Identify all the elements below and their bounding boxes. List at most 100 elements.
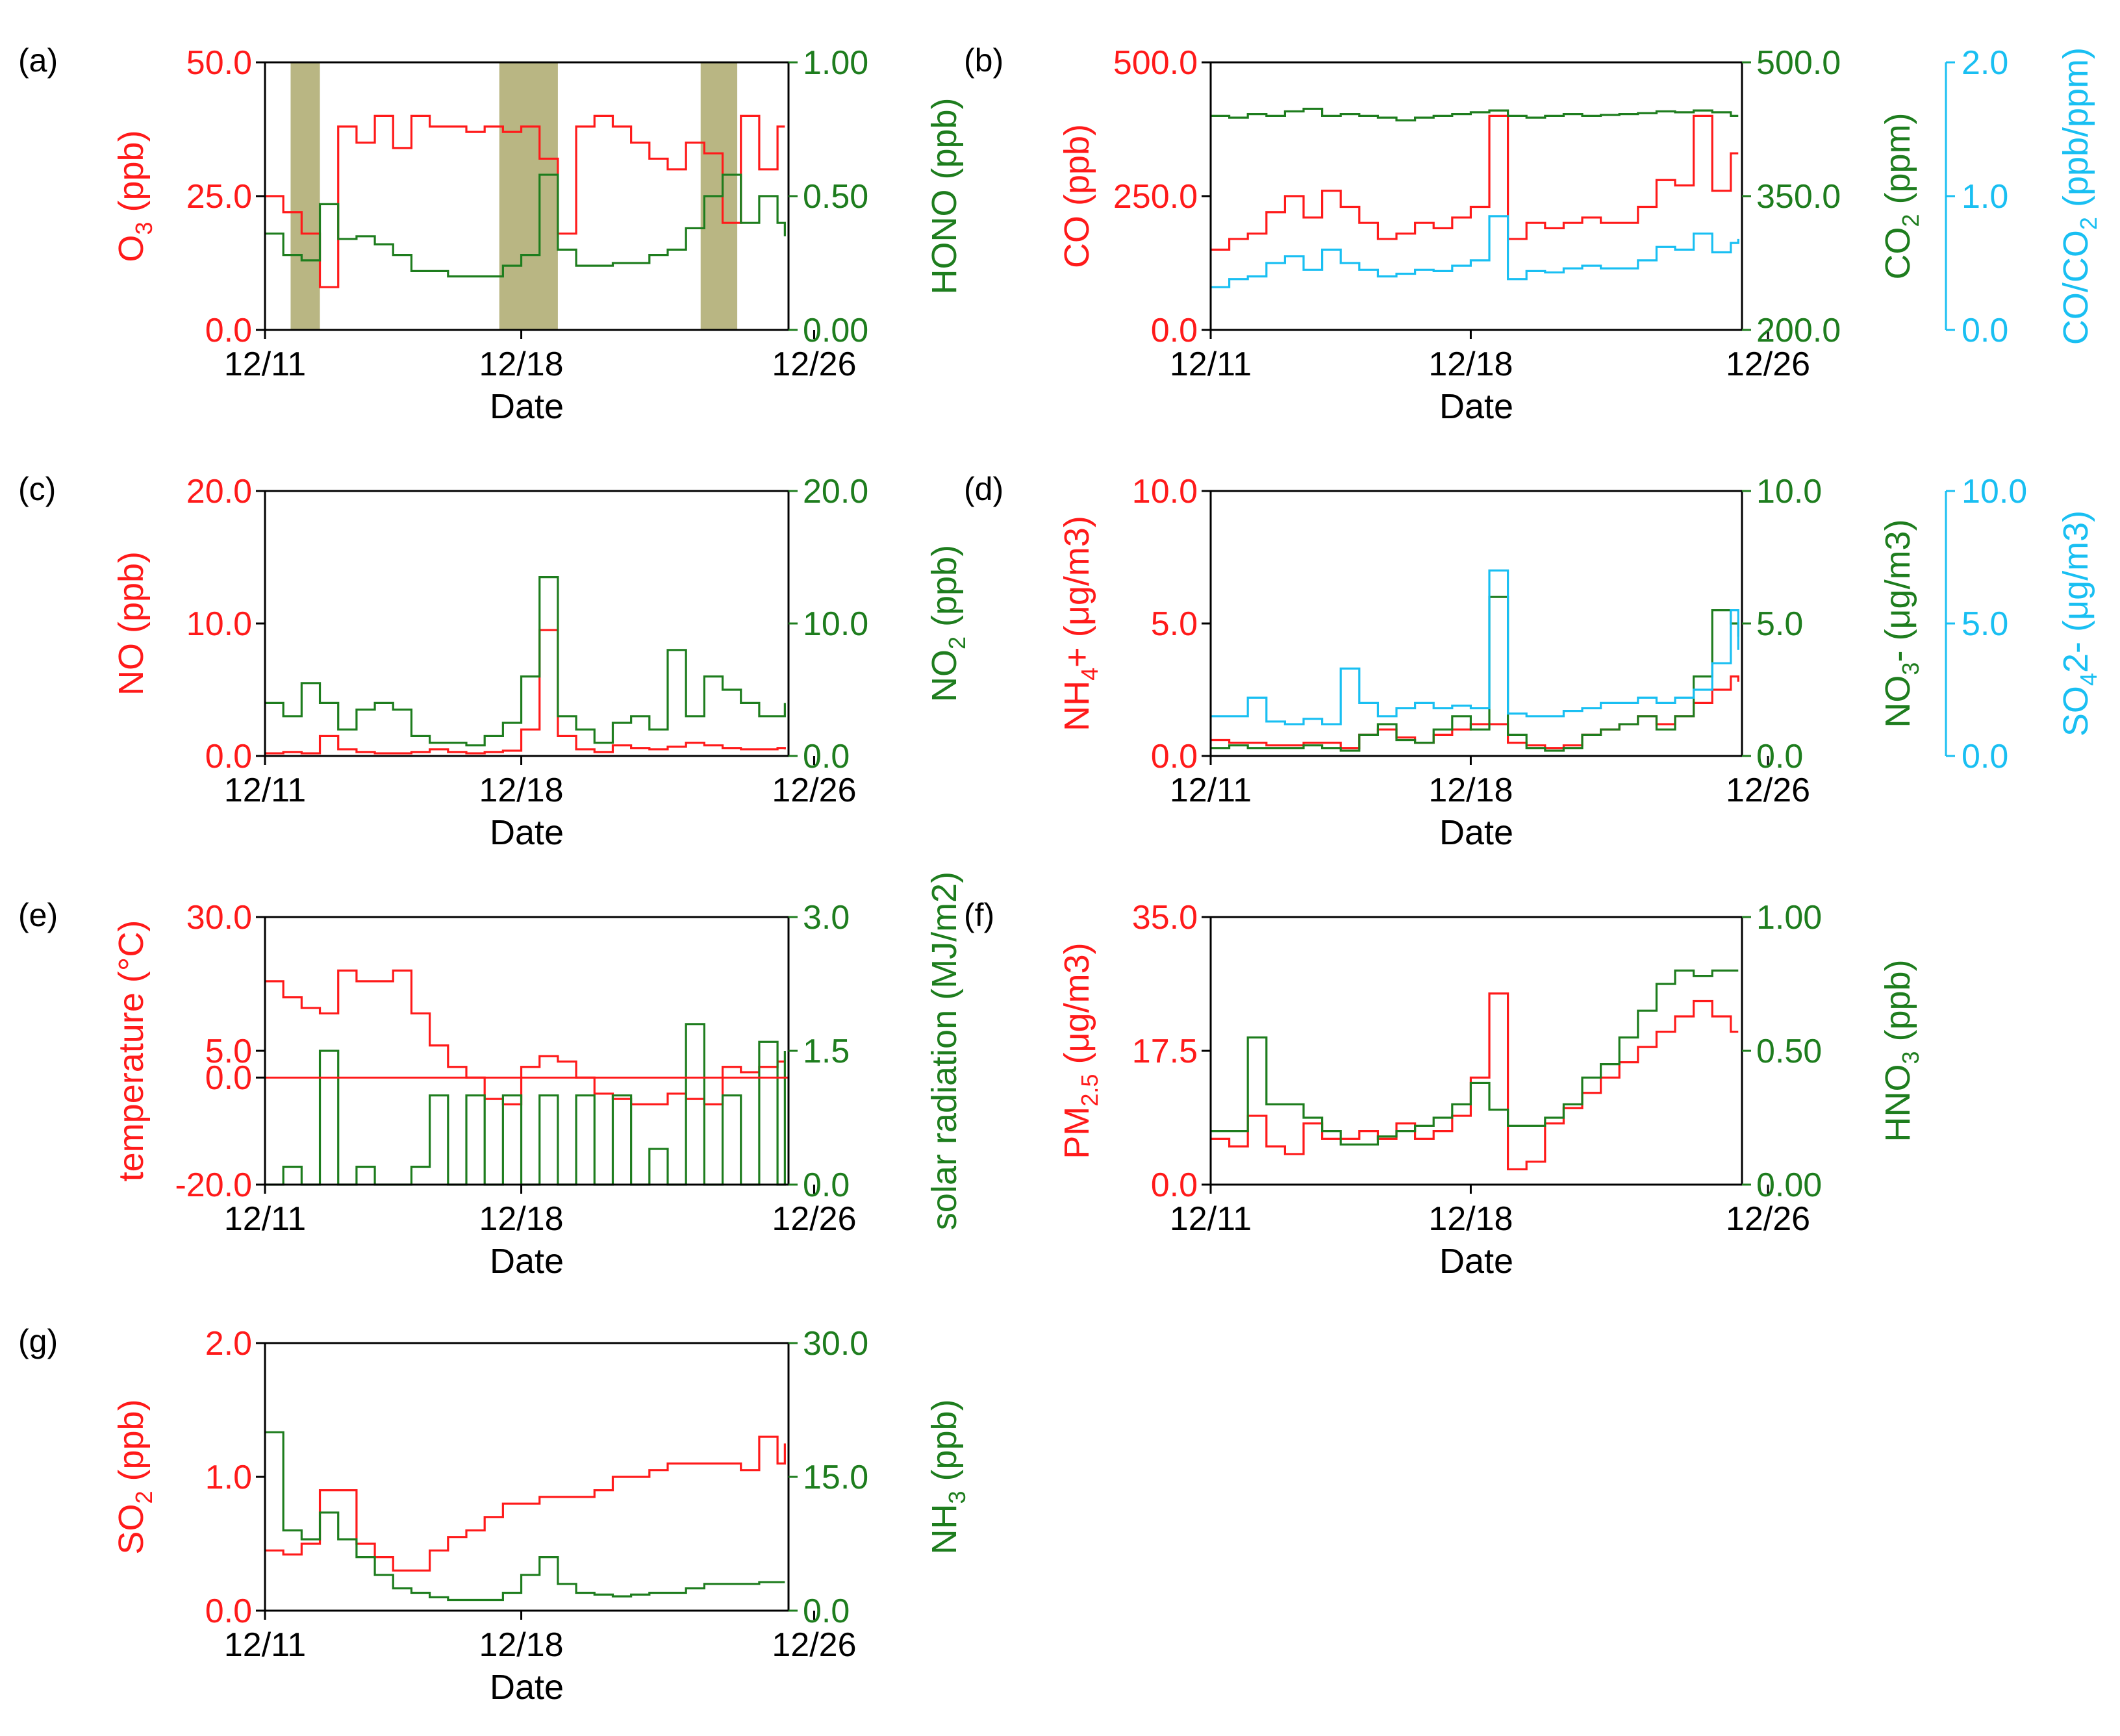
series-line-so2 bbox=[265, 1435, 786, 1572]
y-axis-title-sub: 2 bbox=[1897, 214, 1924, 227]
y-axis-title-main: NO (ppb) bbox=[112, 551, 151, 696]
y-axis-title-tail: (ppb) bbox=[112, 1399, 151, 1491]
y-axis-title-tail: (ppb/ppm) bbox=[2056, 47, 2095, 217]
x-tick-label: 12/18 bbox=[479, 346, 563, 383]
series-line-hono bbox=[265, 173, 786, 278]
y-axis-title-main: temperature (°C) bbox=[112, 920, 151, 1182]
series-line-co2 bbox=[1211, 107, 1739, 121]
x-tick-label: 12/18 bbox=[479, 772, 563, 809]
panel-label: (d) bbox=[964, 471, 1003, 507]
y-tick-label: 0.0 bbox=[205, 738, 252, 775]
series-line-nh3 bbox=[265, 1431, 785, 1602]
x-axis-title: Date bbox=[1439, 387, 1513, 426]
y-axis-title-main: NH bbox=[1057, 681, 1096, 731]
y-tick-label: 0.0 bbox=[205, 1059, 252, 1097]
y-tick-label: 10.0 bbox=[1756, 473, 1822, 510]
x-tick-label: 12/26 bbox=[772, 1626, 856, 1664]
shaded-span bbox=[290, 62, 320, 330]
y-tick-label: 0.0 bbox=[1962, 738, 2008, 775]
y-tick-label: 0.0 bbox=[803, 738, 850, 775]
y-tick-label: 0.0 bbox=[205, 312, 252, 349]
x-tick-label: 12/18 bbox=[1428, 1200, 1513, 1238]
x-axis-title: Date bbox=[1439, 813, 1513, 852]
y-axis-title-tail: 2) bbox=[925, 872, 964, 903]
series-line-no2 bbox=[265, 576, 786, 747]
y-tick-label: 2.0 bbox=[205, 1325, 252, 1363]
y-axis-title-red: NO (ppb) bbox=[112, 551, 151, 696]
y-axis-title-main: NH bbox=[925, 1504, 964, 1555]
y-axis-title-sub: 3 bbox=[944, 1491, 970, 1504]
y-tick-label: 500.0 bbox=[1113, 44, 1198, 82]
y-axis-title-sub: 3 bbox=[1897, 1051, 1924, 1064]
y-tick-label: 1.00 bbox=[803, 44, 868, 82]
y-tick-label: 0.0 bbox=[1151, 312, 1198, 349]
y-axis-title-cyan: SO42- (μg/m3) bbox=[2056, 510, 2102, 736]
y-axis-title-red: NH4+ (μg/m3) bbox=[1057, 516, 1103, 731]
y-tick-label: 3.0 bbox=[803, 899, 850, 937]
y-tick-label: 17.5 bbox=[1132, 1033, 1198, 1070]
x-tick-label: 12/26 bbox=[1726, 346, 1810, 383]
series-line-co-co2 bbox=[1211, 215, 1739, 288]
series-line-co bbox=[1211, 114, 1739, 251]
series-line-hno3 bbox=[1211, 969, 1739, 1146]
y-tick-label: 0.0 bbox=[205, 1592, 252, 1630]
y-tick-label: 0.50 bbox=[803, 178, 868, 216]
y-tick-label: 1.5 bbox=[803, 1033, 850, 1070]
y-axis-title-green: NH3 (ppb) bbox=[925, 1399, 970, 1554]
y-tick-label: 0.0 bbox=[803, 1166, 850, 1204]
y-axis-title-tail: (ppb) bbox=[1878, 959, 1917, 1051]
y-tick-label: 10.0 bbox=[1132, 473, 1198, 510]
x-axis-title: Date bbox=[490, 813, 564, 852]
y-axis-title-main: HNO bbox=[1878, 1064, 1917, 1142]
y-axis-title-green: HONO (ppb) bbox=[925, 97, 964, 294]
panel-b: (b) 12/11 12/18 12/26 Date 0.0 250.0 500.0 CO (p… bbox=[964, 42, 2102, 426]
series-line-so42- bbox=[1211, 569, 1739, 725]
y-tick-label: 0.0 bbox=[1962, 312, 2008, 349]
y-tick-label: 30.0 bbox=[803, 1325, 868, 1363]
panel-label: (e) bbox=[18, 897, 58, 933]
y-tick-label: 0.0 bbox=[1756, 738, 1803, 775]
y-axis-title-main: CO bbox=[1878, 227, 1917, 280]
y-tick-label: 25.0 bbox=[186, 178, 252, 216]
y-tick-label: 5.0 bbox=[205, 1033, 252, 1070]
x-tick-label: 12/18 bbox=[479, 1626, 563, 1664]
x-tick-label: 12/11 bbox=[224, 346, 306, 383]
y-axis-title-sub: 3 bbox=[131, 222, 157, 235]
panel-label: (a) bbox=[18, 42, 58, 79]
y-axis-title-green: solar radiation (MJ/m2) bbox=[925, 872, 964, 1230]
y-tick-label: 35.0 bbox=[1132, 899, 1198, 937]
y-tick-label: 250.0 bbox=[1113, 178, 1198, 216]
panel-label: (g) bbox=[18, 1323, 58, 1359]
y-tick-label: 500.0 bbox=[1756, 44, 1841, 82]
y-axis-title-sub: 2 bbox=[2075, 217, 2102, 230]
y-axis-title-tail: (ppb) bbox=[925, 545, 964, 636]
y-axis-title-tail: - (μg/m3) bbox=[1878, 519, 1917, 662]
y-axis-title-tail: (ppm) bbox=[1878, 112, 1917, 214]
y-axis-title-green: NO3- (μg/m3) bbox=[1878, 519, 1924, 727]
series-line-nh4- bbox=[1211, 675, 1739, 749]
x-tick-label: 12/26 bbox=[1726, 772, 1810, 809]
y-tick-label: 5.0 bbox=[1756, 605, 1803, 643]
y-axis-title-green: HNO3 (ppb) bbox=[1878, 959, 1924, 1142]
y-tick-label: 5.0 bbox=[1962, 605, 2008, 643]
x-tick-label: 12/18 bbox=[479, 1200, 563, 1238]
x-tick-label: 12/11 bbox=[1170, 1200, 1252, 1238]
x-tick-label: 12/26 bbox=[772, 1200, 856, 1238]
y-tick-label: 1.0 bbox=[205, 1459, 252, 1496]
series-line-o3 bbox=[265, 114, 785, 288]
y-tick-label: 10.0 bbox=[803, 605, 868, 643]
x-tick-label: 12/11 bbox=[224, 1626, 306, 1664]
y-axis-title-tail: (μg/m3) bbox=[1057, 942, 1096, 1074]
panel-g: (g) 12/11 12/18 12/26 Date 0.0 1.0 2.0 SO2 (ppb)… bbox=[18, 1323, 970, 1707]
y-tick-label: 0.50 bbox=[1756, 1033, 1822, 1070]
y-axis-title-main: solar radiation (MJ/m bbox=[925, 903, 964, 1230]
x-axis-title: Date bbox=[1439, 1242, 1513, 1281]
y-tick-label: 20.0 bbox=[186, 473, 252, 510]
y-axis-title-main: NO bbox=[1878, 675, 1917, 728]
y-axis-title-green: CO2 (ppm) bbox=[1878, 112, 1924, 279]
y-axis-title-main: NO bbox=[925, 649, 964, 702]
y-axis-title-main: CO (ppb) bbox=[1057, 124, 1096, 268]
panel-label: (f) bbox=[964, 897, 994, 933]
